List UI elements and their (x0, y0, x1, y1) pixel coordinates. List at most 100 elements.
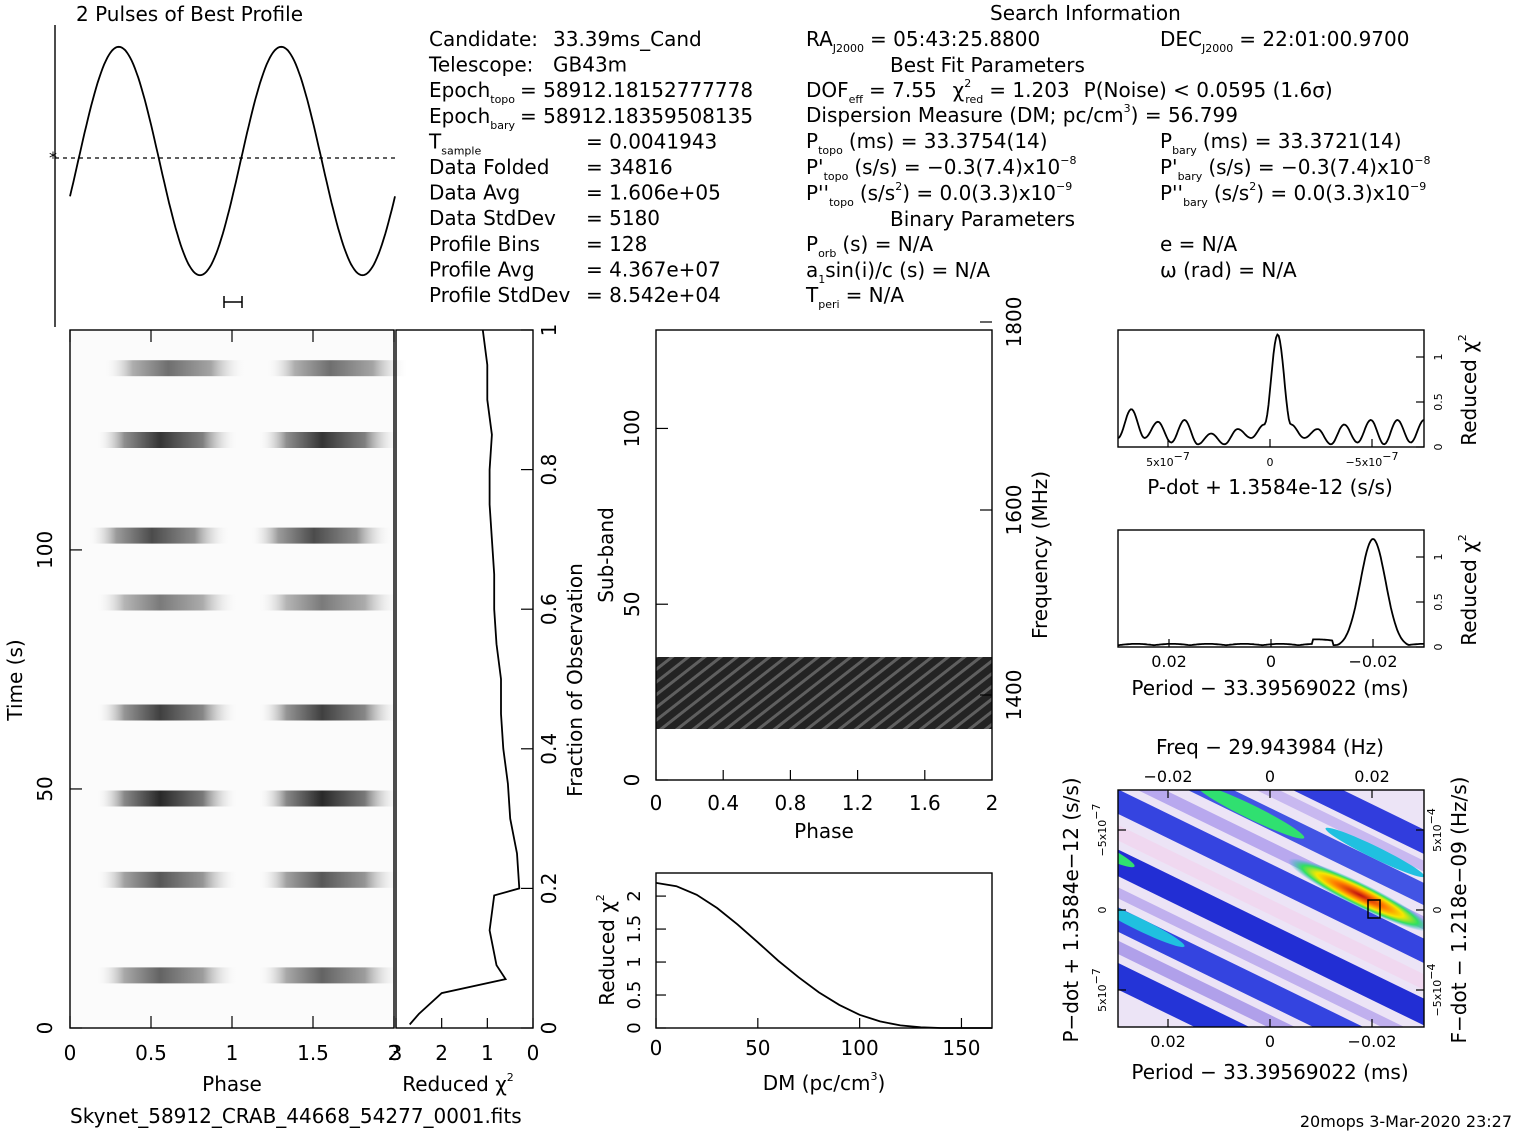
time-phase-ytick: 0 (33, 1022, 57, 1035)
ptopo-line: Ptopo (ms) = 33.3754(14) (806, 129, 1048, 157)
pdot-ytick: 0.5 (1432, 393, 1445, 411)
pdot-ylabel: Reduced χ2 (1456, 334, 1481, 446)
period-chi-curve (1117, 538, 1424, 647)
dm-xtick: 0 (650, 1036, 663, 1060)
map-x2tick: 0 (1265, 767, 1275, 786)
map-ticks: 0.02 −0.02 0 0 −0.02 0.02 −5x10−7 5x10−4 0 0 5x10−… (1090, 767, 1444, 1051)
best-fit-marker (1367, 899, 1381, 919)
subband-ytick: 50 (620, 591, 644, 616)
pdot-xtick: 0 (1267, 456, 1274, 469)
info-left-row: Data Avg = 1.606e+05 (429, 181, 721, 205)
time-phase-plot: 0 0.5 1 1.5 2 0 50 100 Phase Time (s) (3, 329, 409, 1096)
subband-data (656, 657, 992, 729)
chi-time-ytick: 0.6 (537, 593, 561, 625)
subband-ylabel: Sub-band (594, 507, 618, 603)
profile-errorbar (223, 296, 243, 308)
pulse-band (249, 527, 393, 544)
pulse-band (266, 360, 409, 377)
pdot-ytick: 1 (1432, 354, 1445, 361)
chi-time-xlabel: Reduced χ2 (402, 1071, 514, 1096)
info-left-row: Epochtopo = 58912.18152777778 (429, 78, 753, 106)
pulse-band (257, 790, 401, 807)
period-xtick: −0.02 (1348, 652, 1397, 671)
pdot-chi-plot: 5x10−7 0 −5x10−7 0 0.5 1 P-dot + 1.3584e-12 (… (1117, 329, 1481, 499)
frequency-ytick: 1400 (1002, 670, 1026, 721)
map-ytick: 0 (1096, 907, 1109, 914)
pulse-band (257, 704, 401, 721)
period-ytick: 1 (1432, 554, 1445, 561)
chi-time-xtick: 3 (390, 1041, 403, 1065)
period-ytick: 0.5 (1432, 593, 1445, 611)
pulse-band (87, 527, 231, 544)
pdbary-line: P'bary (s/s) = −0.3(7.4)x10−8 (1160, 154, 1430, 183)
time-phase-xtick: 1 (226, 1041, 239, 1065)
map-xlabel: Period − 33.39569022 (ms) (1131, 1060, 1408, 1084)
time-phase-ylabel: Time (s) (3, 639, 27, 721)
pulse-band (257, 594, 401, 611)
pulse-band (257, 871, 401, 888)
dm-ytick: 0 (624, 1022, 645, 1033)
pdot-xtick: 5x10−7 (1146, 450, 1190, 469)
reduced-chi-time-plot: 3 2 1 000.20.40.60.81 Reduced χ2 Fraction o… (390, 324, 587, 1096)
map-xtick: 0 (1265, 1032, 1275, 1051)
map-y2tick: 0 (1431, 907, 1444, 914)
dm-xtick: 150 (942, 1036, 980, 1060)
info-left-row: Data Folded = 34816 (429, 155, 673, 179)
chi-time-curve (409, 329, 521, 1026)
dm-ytick: 1.5 (624, 915, 645, 944)
map-ytick: 5x10−7 (1090, 968, 1109, 1012)
map-image (1118, 790, 1424, 1027)
subband-xtick: 2 (986, 791, 999, 815)
tperi-line: Tperi = N/A (805, 283, 904, 311)
map-ylabel: P−dot + 1.3584e−12 (s/s) (1059, 777, 1083, 1042)
subband-ytick: 100 (620, 409, 644, 447)
info-left-row: Telescope: GB43m (428, 53, 627, 77)
time-phase-xtick: 1.5 (297, 1041, 329, 1065)
info-left-row: Data StdDev = 5180 (429, 206, 660, 230)
omega-line: ω (rad) = N/A (1160, 258, 1297, 282)
pulse-band (95, 967, 239, 984)
period-xtick: 0 (1266, 652, 1276, 671)
asini-line: a1sin(i)/c (s) = N/A (806, 258, 990, 286)
chi-time-ticks: 3 2 1 000.20.40.60.81 (390, 324, 561, 1065)
frequency-ytick: 1600 (1002, 485, 1026, 536)
map-xtick: 0.02 (1150, 1032, 1186, 1051)
info-left-row: Epochbary = 58912.18359508135 (429, 104, 753, 132)
time-phase-xtick: 0.5 (135, 1041, 167, 1065)
pdtopo-line: P'topo (s/s) = −0.3(7.4)x10−8 (806, 154, 1076, 183)
pulse-band (95, 871, 239, 888)
pulse-band (104, 360, 247, 377)
pdot-xlabel: P-dot + 1.3584e-12 (s/s) (1147, 475, 1393, 499)
map-y2tick: −5x10−4 (1425, 964, 1444, 1017)
search-title: Search Information (990, 1, 1181, 25)
subband-xlabel: Phase (794, 819, 854, 843)
time-phase-ticks: 0 0.5 1 1.5 2 0 50 100 (33, 330, 400, 1065)
time-phase-bands (87, 360, 409, 984)
dec-line: DECJ2000 = 22:01:00.9700 (1160, 27, 1409, 55)
period-ylabel: Reduced χ2 (1456, 534, 1481, 646)
pulse-band (257, 967, 401, 984)
period-ticks: 0.02 0 −0.02 0 0.5 1 (1151, 554, 1445, 672)
subband-xtick: 0 (650, 791, 663, 815)
pdot-chi-curve (1117, 333, 1425, 446)
subband-xtick: 0.8 (774, 791, 806, 815)
chi-time-ytick: 0.4 (537, 733, 561, 765)
period-xlabel: Period − 33.39569022 (ms) (1131, 676, 1408, 700)
subband-xtick: 0.4 (707, 791, 739, 815)
dof-line: DOFeff = 7.55 χ2 red = 1.203 P(Noise) < 0.059… (806, 77, 1333, 106)
pdot-xtick: −5x10−7 (1346, 450, 1399, 469)
dm-ytick: 2 (624, 890, 645, 901)
pulse-band (95, 704, 239, 721)
info-left-row: Profile Bins = 128 (429, 232, 647, 256)
profile-curve (69, 45, 396, 277)
map-x2tick: −0.02 (1143, 767, 1192, 786)
info-middle-column: RAJ2000 = 05:43:25.8800 DOFeff = 7.55 χ2 red… (805, 27, 1333, 311)
chi-time-xtick: 0 (527, 1041, 540, 1065)
dm-xtick: 50 (745, 1036, 770, 1060)
chi-time-ytick: 1 (537, 324, 561, 337)
time-phase-ytick: 50 (33, 776, 57, 801)
chi-time-ylabel: Fraction of Observation (563, 563, 587, 797)
baseline-marker: * (49, 148, 57, 167)
porb-line: Porb (s) = N/A (806, 232, 934, 260)
